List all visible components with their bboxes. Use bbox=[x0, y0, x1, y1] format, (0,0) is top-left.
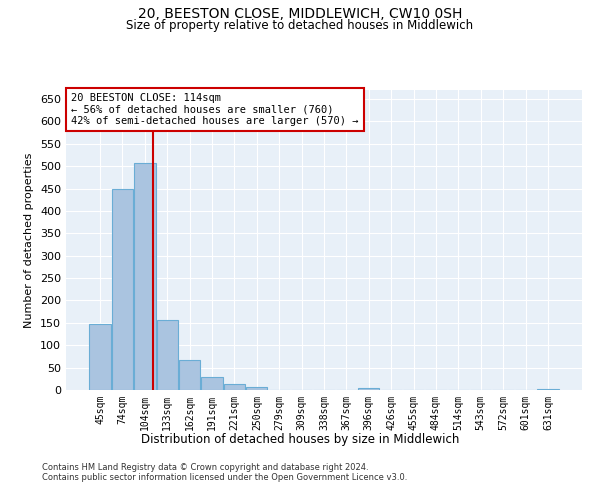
Text: Contains public sector information licensed under the Open Government Licence v3: Contains public sector information licen… bbox=[42, 474, 407, 482]
Bar bbox=[246, 387, 268, 390]
Bar bbox=[358, 388, 379, 390]
Text: Size of property relative to detached houses in Middlewich: Size of property relative to detached ho… bbox=[127, 19, 473, 32]
Bar bbox=[202, 376, 223, 390]
Bar bbox=[179, 360, 200, 390]
Bar bbox=[537, 388, 559, 390]
Bar bbox=[89, 324, 111, 390]
Y-axis label: Number of detached properties: Number of detached properties bbox=[25, 152, 34, 328]
Bar bbox=[112, 188, 133, 390]
Bar bbox=[134, 162, 155, 390]
Text: 20, BEESTON CLOSE, MIDDLEWICH, CW10 0SH: 20, BEESTON CLOSE, MIDDLEWICH, CW10 0SH bbox=[138, 8, 462, 22]
Bar bbox=[157, 320, 178, 390]
Text: Distribution of detached houses by size in Middlewich: Distribution of detached houses by size … bbox=[141, 432, 459, 446]
Bar bbox=[224, 384, 245, 390]
Text: 20 BEESTON CLOSE: 114sqm
← 56% of detached houses are smaller (760)
42% of semi-: 20 BEESTON CLOSE: 114sqm ← 56% of detach… bbox=[71, 93, 359, 126]
Text: Contains HM Land Registry data © Crown copyright and database right 2024.: Contains HM Land Registry data © Crown c… bbox=[42, 464, 368, 472]
